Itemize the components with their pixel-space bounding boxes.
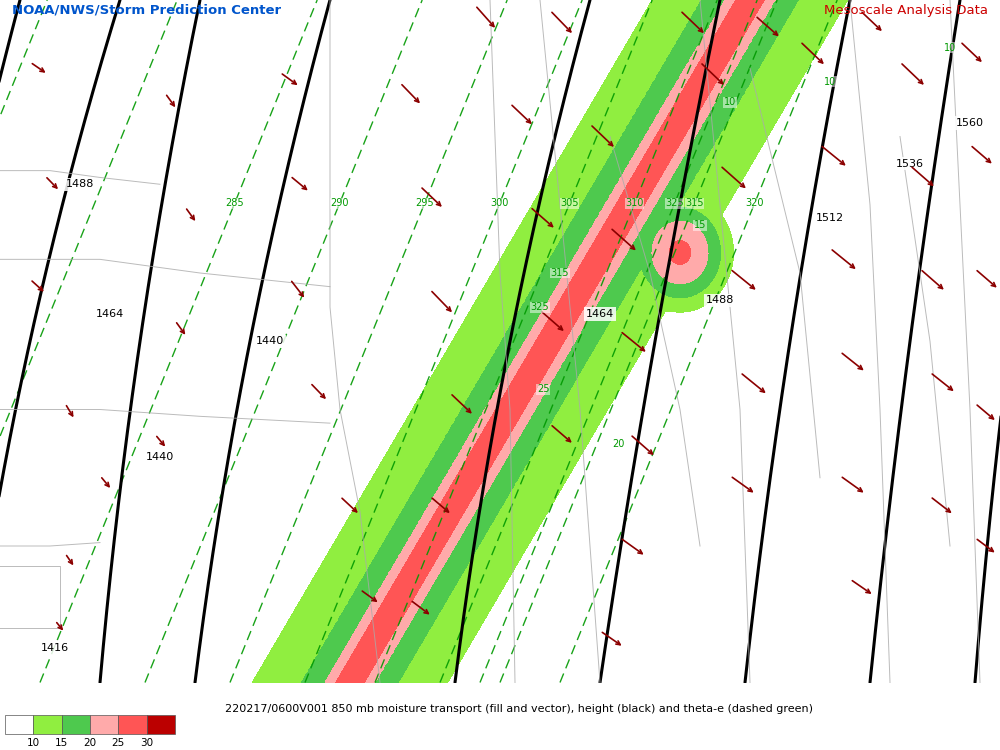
Text: 1464: 1464 [586,309,614,319]
Text: 1488: 1488 [66,179,94,189]
Text: NOAA/NWS/Storm Prediction Center: NOAA/NWS/Storm Prediction Center [12,4,281,16]
Bar [90,716,118,734]
Text: Mesoscale Analysis Data: Mesoscale Analysis Data [824,4,988,16]
Text: 220217/0600V001 850 mb moisture transport (fill and vector), height (black) and : 220217/0600V001 850 mb moisture transpor… [225,704,813,714]
Text: 300: 300 [491,198,509,208]
Text: 15: 15 [55,738,68,748]
Text: 310: 310 [626,198,644,208]
Text: 15: 15 [694,220,706,230]
Text: 315: 315 [551,268,569,278]
Text: 10: 10 [944,43,956,52]
Text: 25: 25 [537,384,549,394]
Text: 315: 315 [685,198,704,208]
Text: 290: 290 [330,198,349,208]
Text: 20: 20 [612,439,624,448]
Bar [147,716,175,734]
Text: 285: 285 [225,198,244,208]
Text: 20: 20 [83,738,97,748]
Text: 1488: 1488 [706,296,734,305]
Text: 325: 325 [665,198,684,208]
Text: 1416: 1416 [41,644,69,653]
Text: 325: 325 [531,302,549,312]
Text: 1440: 1440 [256,336,284,346]
Text: 320: 320 [745,198,764,208]
Text: 305: 305 [560,198,579,208]
Text: 1560: 1560 [956,118,984,128]
Text: 25: 25 [112,738,125,748]
Text: 1464: 1464 [96,309,124,319]
Text: 295: 295 [415,198,434,208]
Text: 10: 10 [724,98,736,107]
Text: 10: 10 [824,77,836,87]
Bar [5,716,33,734]
Text: 1536: 1536 [896,159,924,169]
Bar [33,716,62,734]
Bar [118,716,147,734]
Text: 30: 30 [140,738,153,748]
Bar [62,716,90,734]
Text: 10: 10 [27,738,40,748]
Text: 1440: 1440 [146,452,174,462]
Text: 1512: 1512 [816,214,844,223]
